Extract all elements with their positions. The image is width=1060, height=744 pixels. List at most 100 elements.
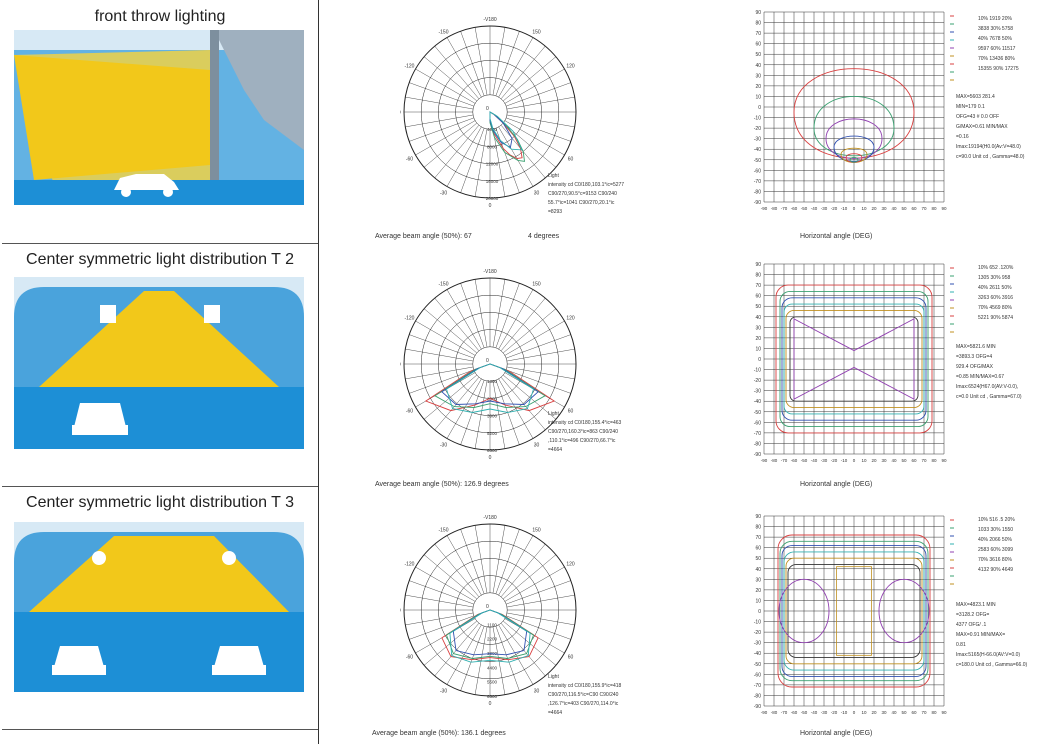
grid-y-tick: 40 — [755, 63, 761, 69]
grid-y-tick: -30 — [754, 137, 761, 143]
grid-x-tick: -10 — [841, 458, 848, 463]
grid-y-tick: -40 — [754, 147, 761, 153]
grid-x-tick: 80 — [931, 710, 937, 715]
polar-angle-label: 150 — [532, 29, 541, 35]
polar-spoke — [495, 529, 520, 594]
polar-spoke — [434, 543, 480, 597]
polar-spoke — [415, 68, 476, 104]
grid-y-tick: 20 — [755, 588, 761, 594]
grid-x-tick: -70 — [781, 206, 788, 211]
polar-series-curve — [489, 111, 523, 151]
grid-y-tick: -10 — [754, 620, 761, 626]
grid-x-tick: 70 — [921, 206, 927, 211]
grid-y-tick: -50 — [754, 410, 761, 416]
polar-spoke — [474, 380, 488, 449]
grid-y-tick: 20 — [755, 84, 761, 90]
grid-x-tick: 30 — [881, 710, 887, 715]
row-1-grid-caption: Horizontal angle (DEG) — [800, 233, 873, 240]
grid-y-tick: -90 — [754, 452, 761, 458]
contour-line — [777, 534, 931, 688]
polar-angle-label: -30 — [440, 689, 447, 695]
lamp-icon — [204, 305, 220, 323]
row-2-polar-stats: Light intensity cd C0/180,155.4°ic=463 C90… — [548, 411, 622, 453]
polar-spoke — [506, 348, 575, 362]
polar-angle-label: 30 — [534, 689, 540, 695]
row-3-grid-legend: 10% 516 .5 20% 1033 30% 1550 40% 2066 50% 2… — [978, 517, 1015, 573]
polar-spoke — [446, 624, 482, 685]
grid-x-tick: 90 — [941, 458, 947, 463]
grid-y-tick: 40 — [755, 567, 761, 573]
contour-line — [787, 564, 921, 658]
polar-angle-label: -120 — [404, 316, 414, 322]
polar-radial-tick: 16000 — [486, 179, 499, 184]
polar-spoke — [504, 320, 565, 356]
polar-angle-label: -V180 — [483, 17, 497, 23]
polar-spoke — [506, 96, 575, 110]
polar-radial-tick: 20000 — [486, 196, 499, 201]
grid-y-tick: -20 — [754, 630, 761, 636]
front-throw-illustration — [14, 30, 304, 205]
grid-x-tick: -80 — [771, 458, 778, 463]
grid-y-tick: 90 — [755, 10, 761, 16]
polar-center-label: 0 — [486, 106, 489, 112]
polar-spoke — [500, 297, 546, 351]
polar-spoke — [423, 554, 477, 600]
polar-angle-label: 0 — [489, 455, 492, 461]
polar-spoke — [409, 334, 474, 359]
symmetric-t2-illustration — [14, 277, 304, 449]
polar-spoke — [492, 27, 506, 96]
polar-spoke — [446, 289, 482, 350]
contour-line — [779, 540, 929, 682]
polar-spoke — [474, 525, 488, 594]
lamp-icon — [100, 305, 116, 323]
polar-spoke — [446, 37, 482, 98]
contour-line — [840, 147, 868, 163]
polar-spoke — [492, 525, 506, 594]
grid-y-tick: 60 — [755, 42, 761, 48]
polar-angle-label: 150 — [532, 527, 541, 533]
grid-y-tick: 90 — [755, 262, 761, 268]
grid-y-tick: -40 — [754, 651, 761, 657]
grid-x-tick: 40 — [891, 710, 897, 715]
polar-spoke — [504, 68, 565, 104]
polar-spoke — [492, 128, 506, 197]
polar-spoke — [506, 334, 571, 359]
grid-y-tick: 50 — [755, 52, 761, 58]
grid-y-tick: 10 — [755, 346, 761, 352]
grid-y-tick: -80 — [754, 441, 761, 447]
grid-y-tick: 80 — [755, 525, 761, 531]
grid-y-tick: 80 — [755, 21, 761, 27]
car-front-icon — [52, 646, 266, 675]
grid-x-tick: -40 — [811, 206, 818, 211]
grid-y-tick: 30 — [755, 73, 761, 79]
grid-y-tick: -30 — [754, 641, 761, 647]
row-3-polar-chart: -V180-150150-120120-9090-6060-3030011002… — [400, 515, 577, 707]
polar-spoke — [409, 369, 474, 394]
row-3-title: Center symmetric light distribution T 3 — [26, 494, 294, 511]
polar-spoke — [423, 308, 477, 354]
polar-radial-tick: 2200 — [487, 637, 498, 642]
polar-spoke — [506, 366, 575, 380]
grid-y-tick: -40 — [754, 399, 761, 405]
polar-radial-tick: 4400 — [487, 665, 498, 670]
grid-x-tick: -70 — [781, 710, 788, 715]
polar-spoke — [434, 297, 480, 351]
polar-spoke — [423, 122, 477, 168]
polar-spoke — [506, 580, 571, 605]
polar-spoke — [423, 374, 477, 420]
grid-y-tick: -70 — [754, 431, 761, 437]
grid-y-tick: 70 — [755, 535, 761, 541]
polar-spoke — [492, 279, 506, 348]
grid-y-tick: -30 — [754, 389, 761, 395]
polar-spoke — [446, 126, 482, 187]
row-2-polar-caption: Average beam angle (50%): 126.9 degrees — [375, 481, 509, 488]
grid-x-tick: 60 — [911, 710, 917, 715]
grid-y-tick: -20 — [754, 126, 761, 132]
grid-y-tick: -90 — [754, 200, 761, 206]
polar-spoke — [460, 128, 485, 193]
polar-spoke — [504, 566, 565, 602]
polar-angle-label: 30 — [534, 191, 540, 197]
polar-spoke — [434, 125, 480, 179]
grid-x-tick: 10 — [861, 458, 867, 463]
polar-spoke — [503, 56, 557, 102]
